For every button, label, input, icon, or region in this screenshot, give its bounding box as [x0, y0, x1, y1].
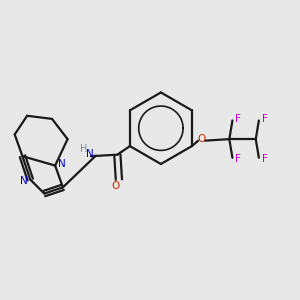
Text: F: F — [262, 114, 267, 124]
Text: F: F — [235, 154, 241, 164]
Text: F: F — [235, 114, 241, 124]
Text: N: N — [20, 176, 27, 186]
Text: N: N — [86, 149, 94, 159]
Text: N: N — [58, 159, 66, 169]
Text: F: F — [262, 154, 267, 164]
Text: O: O — [111, 182, 119, 191]
Text: O: O — [197, 134, 206, 144]
Text: H: H — [80, 144, 88, 154]
